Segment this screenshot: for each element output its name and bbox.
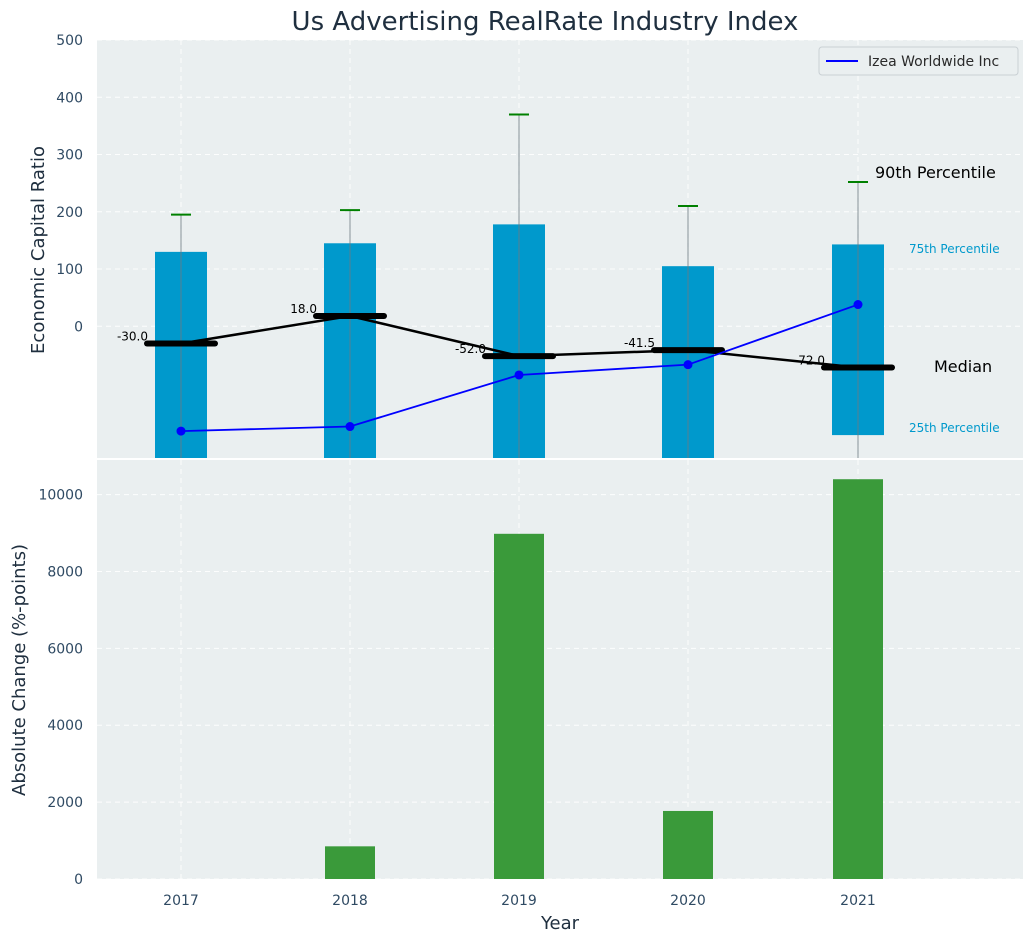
x-tick-label-2017: 2017	[163, 893, 199, 909]
median-value-label: 18.0	[290, 302, 317, 316]
whiskers	[171, 113, 868, 458]
x-tick-label-2019: 2019	[501, 893, 537, 909]
annotation-25th-percentile: 25th Percentile	[909, 421, 1000, 435]
percentile-annotations: 90th Percentile 75th Percentile Median 2…	[875, 163, 1000, 435]
x-tick-label-2018: 2018	[332, 893, 368, 909]
top-y-ticks: 0 100 200 300 400 500	[56, 33, 83, 335]
change-bar-2020	[663, 810, 713, 879]
company-series	[176, 300, 863, 436]
chart-title: Us Advertising RealRate Industry Index	[292, 7, 799, 37]
company-point-2018	[345, 422, 355, 432]
bottom-plot-background	[97, 460, 1023, 879]
top-panel: 0 100 200 300 400 500 -30.0 18.0 -52.0 -41.5 -72.…	[28, 33, 1023, 458]
top-y-axis-title: Economic Capital Ratio	[28, 146, 49, 354]
top-y-tick-label: 200	[56, 205, 83, 221]
change-bars	[325, 479, 883, 879]
change-bar-2019	[494, 533, 544, 879]
top-y-tick-label: 300	[56, 148, 83, 164]
x-ticks: 2017 2018 2019 2020 2021	[163, 893, 876, 909]
change-bar-2021	[833, 479, 883, 879]
top-y-tick-label: 100	[56, 262, 83, 278]
legend: Izea Worldwide Inc	[818, 46, 1019, 76]
legend-label: Izea Worldwide Inc	[868, 54, 999, 70]
bottom-y-tick-label: 2000	[47, 795, 83, 811]
median-series: -30.0 18.0 -52.0 -41.5 -72.0	[117, 302, 895, 371]
bottom-y-axis-title: Absolute Change (%-points)	[9, 544, 30, 796]
top-y-tick-label: 0	[74, 319, 83, 335]
legend-box	[818, 46, 1019, 76]
annotation-90th-percentile: 90th Percentile	[875, 163, 996, 182]
x-tick-label-2021: 2021	[840, 893, 876, 909]
median-value-label: -30.0	[117, 329, 148, 343]
median-value-label: -52.0	[455, 342, 486, 356]
x-tick-label-2020: 2020	[670, 893, 706, 909]
company-point-2017	[176, 426, 186, 436]
company-point-2019	[514, 370, 524, 380]
median-value-label: -72.0	[794, 354, 825, 368]
bottom-y-tick-label: 4000	[47, 718, 83, 734]
bottom-y-tick-label: 6000	[47, 641, 83, 657]
annotation-75th-percentile: 75th Percentile	[909, 242, 1000, 256]
median-value-label: -41.5	[624, 336, 655, 350]
company-point-2020	[683, 360, 693, 370]
change-bar-2018	[325, 846, 375, 879]
bottom-y-tick-label: 10000	[38, 488, 83, 504]
top-y-tick-label: 500	[56, 33, 83, 49]
x-axis-title: Year	[540, 913, 580, 934]
company-point-2021	[853, 300, 863, 310]
bottom-y-tick-label: 0	[74, 872, 83, 888]
annotation-median: Median	[934, 357, 992, 376]
top-plot-background	[97, 40, 1023, 458]
bottom-y-tick-label: 8000	[47, 564, 83, 580]
top-y-tick-label: 400	[56, 90, 83, 106]
bottom-y-ticks: 0 2000 4000 6000 8000 10000	[38, 488, 83, 888]
